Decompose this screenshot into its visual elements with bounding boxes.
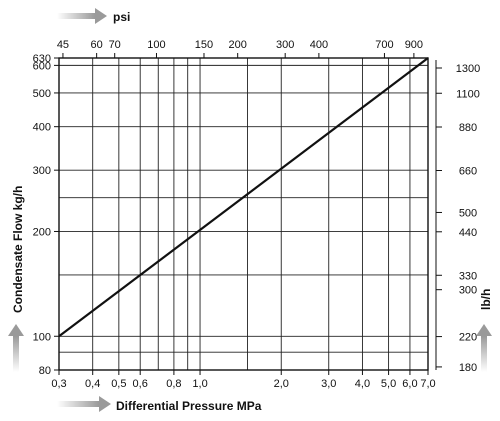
x-tick-label: 7,0 — [420, 378, 435, 390]
lbh-arrow-icon — [476, 324, 492, 372]
x2-tick-label: 70 — [109, 39, 121, 51]
y2-tick-label: 660 — [459, 165, 477, 177]
y-tick-label: 630 — [33, 53, 51, 65]
x2-tick-label: 45 — [57, 39, 69, 51]
x-tick-label: 5,0 — [381, 378, 396, 390]
y2-tick-label: 300 — [459, 285, 477, 297]
y-axis-title: Condensate Flow kg/h — [11, 186, 25, 313]
y-tick-label: 80 — [39, 365, 51, 377]
y2-tick-label: 880 — [459, 122, 477, 134]
x2-tick-label: 200 — [229, 39, 247, 51]
x-tick-label: 0,3 — [51, 378, 66, 390]
y2-tick-label: 500 — [459, 207, 477, 219]
x2-tick-label: 60 — [91, 39, 103, 51]
series-layer — [58, 57, 429, 338]
y-tick-label: 200 — [33, 226, 51, 238]
series-line — [58, 57, 429, 338]
x2-tick-label: 700 — [375, 39, 393, 51]
y2-tick-label: 180 — [459, 362, 477, 374]
x2-tick-label: 400 — [310, 39, 328, 51]
pressure-arrow-icon — [57, 396, 111, 412]
x2-axis-title: psi — [113, 10, 130, 24]
tick-labels: 0,3 0,4 0,5 0,6 0,8 1,0 2,0 3,0 4,0 5,0 6,0 7,0 45 60… — [33, 39, 481, 390]
x2-tick-label: 900 — [405, 39, 423, 51]
x-tick-label: 0,6 — [133, 378, 148, 390]
plot-frame — [58, 57, 429, 371]
x2-tick-label: 150 — [195, 39, 213, 51]
x2-tick-label: 300 — [276, 39, 294, 51]
x-tick-label: 3,0 — [321, 378, 336, 390]
x-tick-label: 1,0 — [192, 378, 207, 390]
y-tick-label: 300 — [33, 165, 51, 177]
y-tick-label: 600 — [33, 60, 51, 72]
y2-tick-label: 220 — [459, 332, 477, 344]
psi-arrow-icon — [57, 8, 107, 24]
x-axis-title: Differential Pressure MPa — [116, 399, 262, 413]
y2-tick-label: 440 — [459, 227, 477, 239]
y2-tick-label: 330 — [459, 270, 477, 282]
x-tick-label: 2,0 — [274, 378, 289, 390]
grid-lines — [58, 58, 429, 370]
x-tick-label: 0,8 — [166, 378, 181, 390]
x-tick-label: 0,5 — [111, 378, 126, 390]
y2-axis-title: lb/h — [479, 289, 493, 310]
x-tick-label: 6,0 — [402, 378, 417, 390]
y-tick-label: 400 — [33, 122, 51, 134]
flow-arrow-icon — [8, 324, 24, 372]
y-tick-label: 100 — [33, 331, 51, 343]
x2-tick-label: 100 — [147, 39, 165, 51]
y2-tick-label: 1300 — [456, 63, 480, 75]
y-tick-label: 500 — [33, 88, 51, 100]
x-tick-label: 0,4 — [85, 378, 100, 390]
x-tick-label: 4,0 — [355, 378, 370, 390]
y2-tick-label: 1100 — [456, 88, 480, 100]
